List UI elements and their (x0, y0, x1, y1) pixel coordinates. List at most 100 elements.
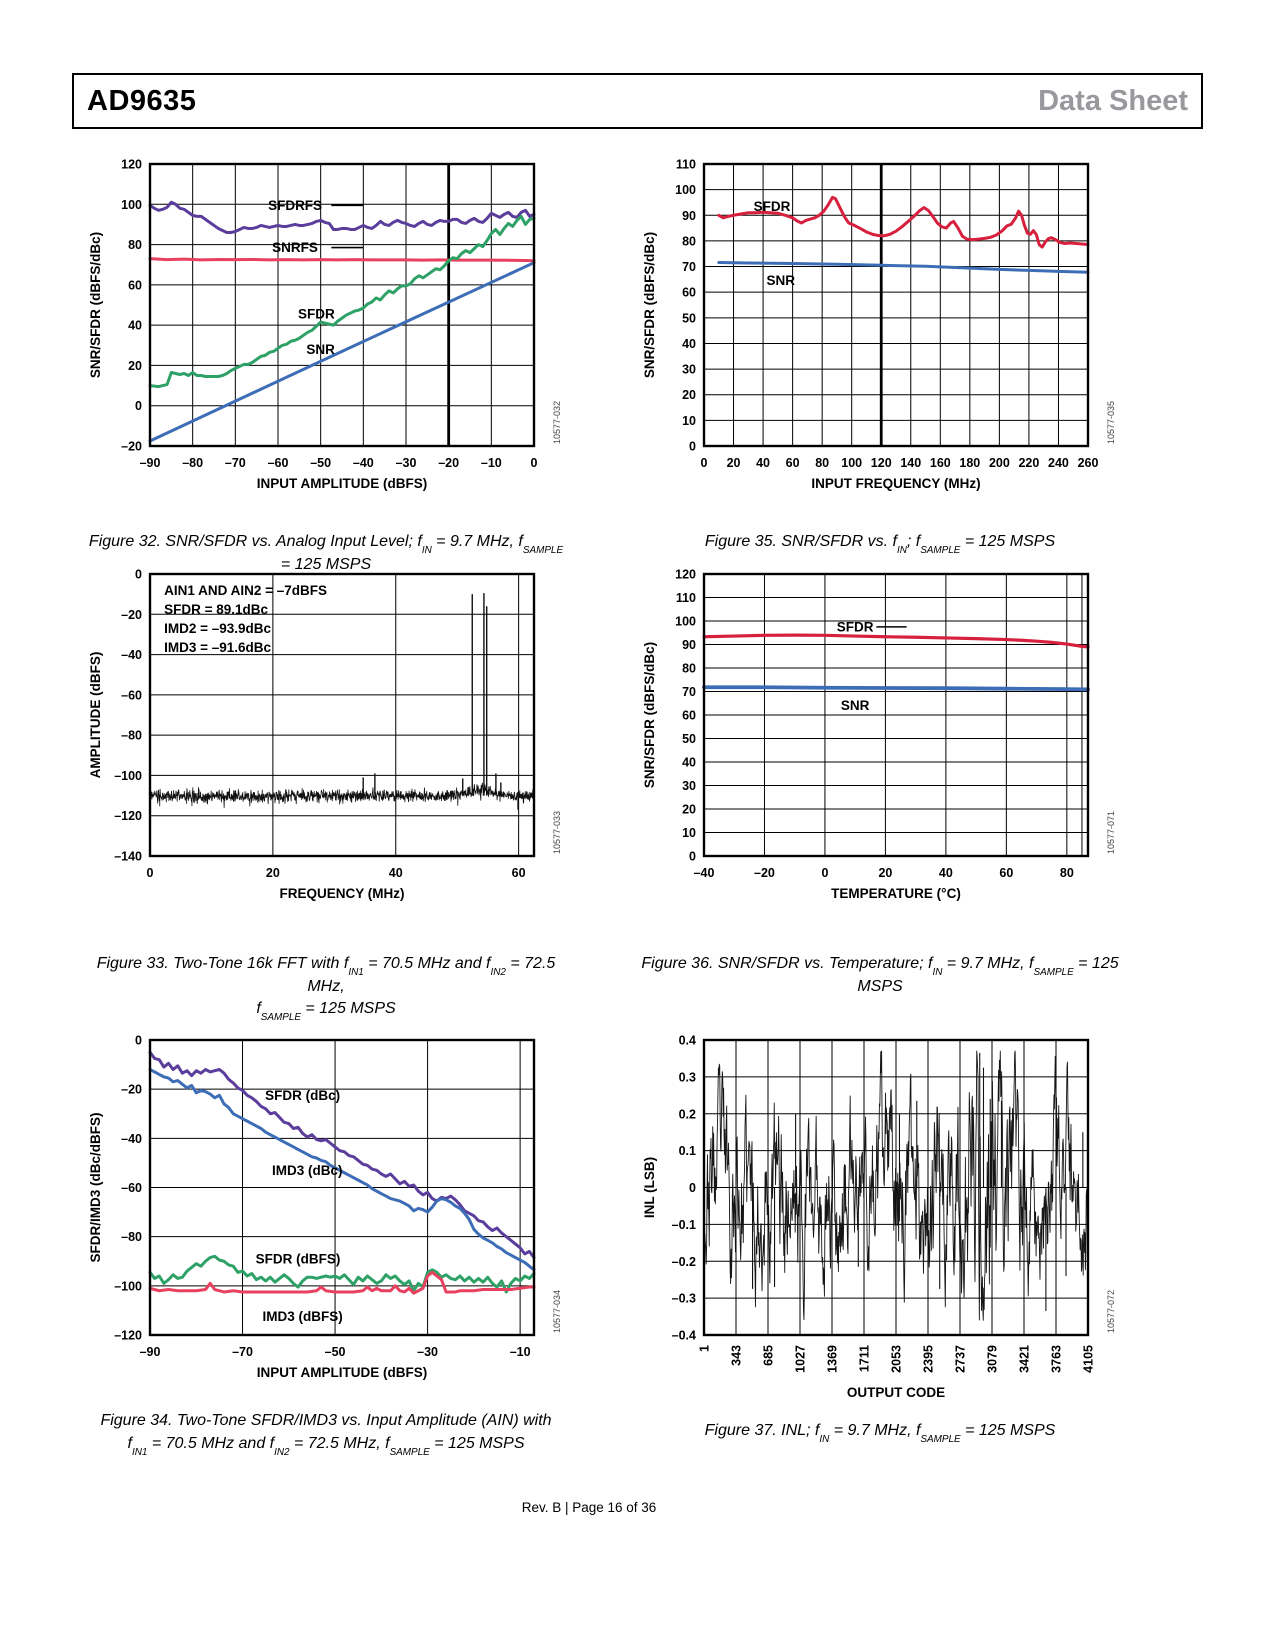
svg-text:40: 40 (939, 866, 953, 880)
svg-text:–60: –60 (268, 456, 289, 470)
svg-text:–70: –70 (232, 1345, 253, 1359)
svg-text:–40: –40 (121, 1132, 142, 1146)
figure-35: 0 20 40 60 80 100 120 140 160 180 200 220 240 260 0 10 2… (640, 150, 1120, 556)
fig33-caption: Figure 33. Two-Tone 16k FFT with fIN1 = … (96, 955, 556, 1024)
svg-text:40: 40 (389, 866, 403, 880)
svg-text:60: 60 (128, 278, 142, 292)
svg-text:–30: –30 (396, 456, 417, 470)
svg-text:2737: 2737 (954, 1345, 968, 1373)
svg-text:SNR: SNR (306, 342, 335, 357)
svg-text:10: 10 (682, 414, 696, 428)
svg-text:–10: –10 (481, 456, 502, 470)
svg-text:SFDR (dBFS): SFDR (dBFS) (256, 1251, 341, 1266)
svg-text:50: 50 (682, 311, 696, 325)
svg-text:0: 0 (821, 866, 828, 880)
svg-text:20: 20 (682, 388, 696, 402)
fig36-chart: –40 –20 0 20 40 60 80 0 10 20 30 40 50 60 70 80 90 100 110… (640, 560, 1120, 917)
fig37-chart: 1 343 685 1027 1369 1711 2053 2395 2737 3079 3421 3… (640, 1026, 1120, 1436)
svg-text:120: 120 (871, 456, 892, 470)
svg-text:0.3: 0.3 (679, 1070, 696, 1084)
svg-text:–140: –140 (114, 850, 142, 864)
svg-text:0: 0 (135, 568, 142, 582)
svg-text:SFDRFS: SFDRFS (268, 198, 322, 213)
svg-text:–70: –70 (225, 456, 246, 470)
svg-text:–0.3: –0.3 (672, 1292, 696, 1306)
svg-text:INPUT AMPLITUDE (dBFS): INPUT AMPLITUDE (dBFS) (257, 1365, 427, 1380)
fig35-caption: Figure 35. SNR/SFDR vs. fIN; fSAMPLE = 1… (704, 533, 1056, 556)
svg-text:40: 40 (682, 337, 696, 351)
svg-text:–90: –90 (140, 456, 161, 470)
svg-text:0: 0 (689, 440, 696, 454)
svg-text:10: 10 (682, 826, 696, 840)
svg-text:INPUT FREQUENCY (MHz): INPUT FREQUENCY (MHz) (811, 476, 980, 491)
svg-text:–60: –60 (121, 688, 142, 702)
svg-text:10577-072: 10577-072 (1106, 1290, 1116, 1333)
svg-text:60: 60 (682, 286, 696, 300)
svg-text:OUTPUT CODE: OUTPUT CODE (847, 1385, 945, 1400)
svg-text:SFDR: SFDR (298, 307, 335, 322)
svg-text:20: 20 (266, 866, 280, 880)
svg-text:2053: 2053 (890, 1345, 904, 1373)
svg-text:80: 80 (682, 662, 696, 676)
svg-text:TEMPERATURE (°C): TEMPERATURE (°C) (831, 886, 961, 901)
svg-text:–80: –80 (121, 1230, 142, 1244)
figure-33: 0 20 40 60 –140 –120 –100 –80 –60 –40 –20 0 FREQUENC… (86, 560, 566, 1024)
svg-text:220: 220 (1018, 456, 1039, 470)
figure-37: 1 343 685 1027 1369 1711 2053 2395 2737 3079 3421 3… (640, 1026, 1120, 1445)
figure-34: –90 –70 –50 –30 –10 –120 –100 –80 –60 –40 –20 0 INPU… (86, 1026, 566, 1458)
svg-text:160: 160 (930, 456, 951, 470)
fig36-caption: Figure 36. SNR/SFDR vs. Temperature; fIN… (641, 955, 1119, 995)
svg-text:200: 200 (989, 456, 1010, 470)
svg-text:FREQUENCY (MHz): FREQUENCY (MHz) (279, 886, 404, 901)
svg-text:SFDR/IMD3 (dBc/dBFS): SFDR/IMD3 (dBc/dBFS) (88, 1113, 103, 1263)
svg-text:20: 20 (682, 803, 696, 817)
fig34-chart: –90 –70 –50 –30 –10 –120 –100 –80 –60 –40 –20 0 INPU… (86, 1026, 566, 1396)
svg-text:10577-034: 10577-034 (552, 1290, 562, 1333)
svg-text:–80: –80 (121, 729, 142, 743)
svg-text:3763: 3763 (1050, 1345, 1064, 1373)
svg-text:3079: 3079 (986, 1345, 1000, 1373)
svg-text:0: 0 (147, 866, 154, 880)
svg-text:SFDR (dBc): SFDR (dBc) (265, 1088, 340, 1103)
svg-text:20: 20 (727, 456, 741, 470)
svg-text:70: 70 (682, 685, 696, 699)
svg-text:–100: –100 (114, 769, 142, 783)
svg-text:20: 20 (128, 359, 142, 373)
svg-text:–0.1: –0.1 (672, 1218, 696, 1232)
svg-text:0: 0 (701, 456, 708, 470)
fig34-caption: Figure 34. Two-Tone SFDR/IMD3 vs. Input … (100, 1412, 552, 1458)
svg-text:10577-032: 10577-032 (552, 401, 562, 444)
part-number: AD9635 (87, 84, 197, 117)
svg-text:–40: –40 (121, 648, 142, 662)
svg-text:120: 120 (121, 158, 142, 172)
svg-text:40: 40 (682, 756, 696, 770)
svg-text:–50: –50 (325, 1345, 346, 1359)
svg-text:–120: –120 (114, 809, 142, 823)
svg-text:100: 100 (841, 456, 862, 470)
svg-text:100: 100 (121, 198, 142, 212)
svg-text:3421: 3421 (1018, 1345, 1032, 1373)
svg-text:–20: –20 (121, 608, 142, 622)
svg-text:90: 90 (682, 209, 696, 223)
svg-text:100: 100 (675, 615, 696, 629)
svg-text:–120: –120 (114, 1329, 142, 1343)
svg-text:–20: –20 (121, 440, 142, 454)
svg-text:–100: –100 (114, 1279, 142, 1293)
svg-text:60: 60 (512, 866, 526, 880)
svg-text:–80: –80 (182, 456, 203, 470)
svg-text:–60: –60 (121, 1181, 142, 1195)
page-footer: Rev. B | Page 16 of 36 (521, 1500, 657, 1515)
svg-text:–50: –50 (310, 456, 331, 470)
svg-text:IMD3 (dBFS): IMD3 (dBFS) (263, 1309, 343, 1324)
page-header: AD9635 Data Sheet (72, 73, 1203, 129)
figure-36: –40 –20 0 20 40 60 80 0 10 20 30 40 50 60 70 80 90 100 110… (640, 560, 1120, 998)
svg-text:SNR/SFDR (dBFS/dBc): SNR/SFDR (dBFS/dBc) (642, 232, 657, 378)
svg-text:80: 80 (128, 238, 142, 252)
svg-text:110: 110 (676, 158, 696, 172)
svg-text:40: 40 (756, 456, 770, 470)
svg-text:4105: 4105 (1082, 1345, 1096, 1373)
svg-text:–30: –30 (417, 1345, 438, 1359)
svg-text:SNR: SNR (841, 698, 870, 713)
